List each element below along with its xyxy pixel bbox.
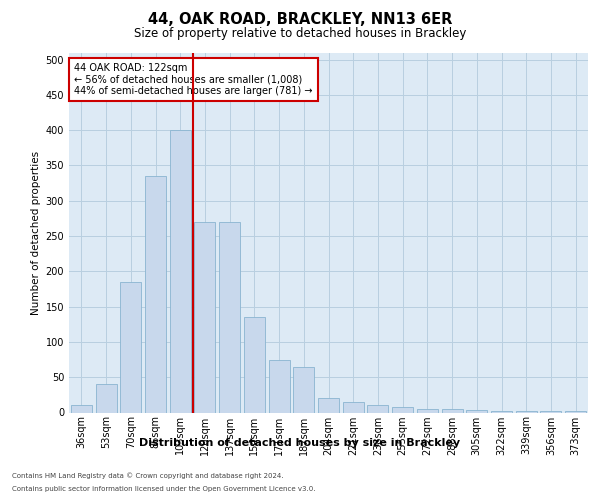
Text: 44 OAK ROAD: 122sqm
← 56% of detached houses are smaller (1,008)
44% of semi-det: 44 OAK ROAD: 122sqm ← 56% of detached ho… [74, 64, 313, 96]
Bar [442, 409, 463, 412]
Bar [516, 411, 537, 412]
Bar [417, 409, 438, 412]
Text: Contains public sector information licensed under the Open Government Licence v3: Contains public sector information licen… [12, 486, 316, 492]
Bar [244, 317, 265, 412]
Bar [269, 360, 290, 412]
Bar [293, 366, 314, 412]
Bar [343, 402, 364, 412]
Bar [318, 398, 339, 412]
Bar [392, 407, 413, 412]
Bar [219, 222, 240, 412]
Bar [466, 410, 487, 412]
Bar [565, 411, 586, 412]
Bar [170, 130, 191, 412]
Text: 44, OAK ROAD, BRACKLEY, NN13 6ER: 44, OAK ROAD, BRACKLEY, NN13 6ER [148, 12, 452, 28]
Bar [145, 176, 166, 412]
Bar [491, 411, 512, 412]
Bar [95, 384, 116, 412]
Bar [194, 222, 215, 412]
Text: Contains HM Land Registry data © Crown copyright and database right 2024.: Contains HM Land Registry data © Crown c… [12, 472, 284, 480]
Bar [367, 406, 388, 412]
Text: Distribution of detached houses by size in Brackley: Distribution of detached houses by size … [139, 438, 461, 448]
Bar [541, 411, 562, 412]
Y-axis label: Number of detached properties: Number of detached properties [31, 150, 41, 314]
Text: Size of property relative to detached houses in Brackley: Size of property relative to detached ho… [134, 28, 466, 40]
Bar [120, 282, 141, 412]
Bar [71, 406, 92, 412]
